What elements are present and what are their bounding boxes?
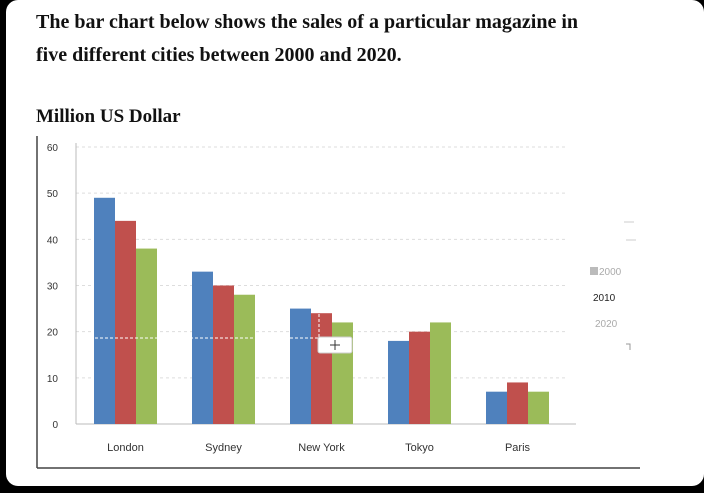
- legend-item-2000: 2000: [599, 267, 622, 278]
- y-tick-label: 20: [47, 328, 59, 339]
- x-tick-label: Sydney: [205, 442, 242, 454]
- bar-2010-new-york: [311, 313, 332, 424]
- y-tick-label: 40: [47, 235, 59, 246]
- y-tick-label: 60: [47, 143, 59, 154]
- y-axis-unit-label: Million US Dollar: [36, 106, 181, 127]
- legend-item-2020: 2020: [595, 319, 618, 330]
- bar-2000-tokyo: [388, 340, 409, 424]
- x-tick-label: Tokyo: [405, 442, 434, 454]
- bar-2010-paris: [507, 382, 528, 424]
- heading-line-2: five different cities between 2000 and 2…: [36, 44, 402, 66]
- legend-swatch-2000: [590, 267, 598, 275]
- x-tick-label: London: [107, 442, 144, 454]
- y-tick-label: 30: [47, 282, 59, 293]
- bar-2020-paris: [528, 391, 549, 424]
- bar-2010-sydney: [213, 285, 234, 424]
- y-tick-label: 0: [52, 420, 58, 431]
- bar-2010-tokyo: [409, 331, 430, 424]
- bar-2020-london: [136, 248, 157, 424]
- chart-heading: The bar chart below shows the sales of a…: [36, 6, 676, 72]
- y-tick-label: 50: [47, 189, 59, 200]
- bar-2020-sydney: [234, 294, 255, 424]
- heading-line-1: The bar chart below shows the sales of a…: [36, 11, 579, 33]
- legend-item-2010: 2010: [593, 293, 616, 304]
- bar-2000-paris: [486, 391, 507, 424]
- bar-2000-london: [94, 197, 115, 424]
- x-tick-label: New York: [298, 442, 345, 454]
- x-tick-label: Paris: [505, 442, 531, 454]
- bar-2000-new-york: [290, 308, 311, 424]
- bar-2020-tokyo: [430, 322, 451, 424]
- bar-2010-london: [115, 220, 136, 424]
- y-tick-label: 10: [47, 374, 59, 385]
- legend-decor: [626, 343, 631, 350]
- bar-2000-sydney: [192, 271, 213, 424]
